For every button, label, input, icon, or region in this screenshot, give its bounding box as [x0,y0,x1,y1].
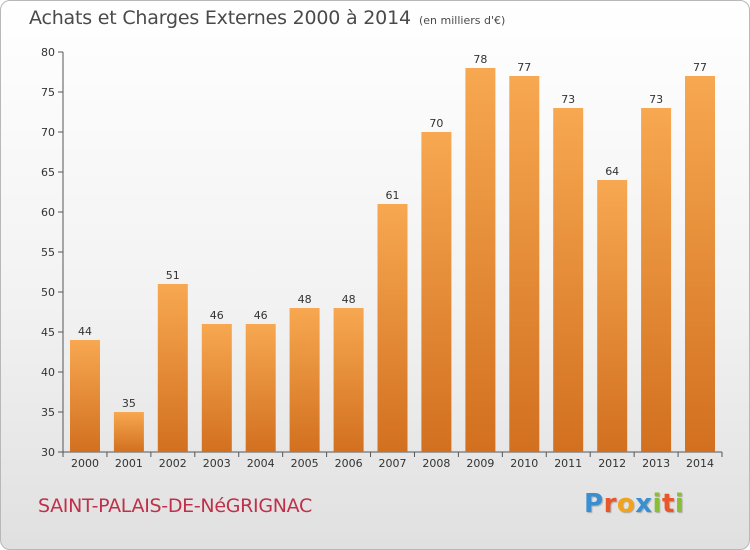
data-labels: 44 35 51 46 46 48 48 61 70 78 77 73 64 73 77 [78,53,707,410]
x-tick-label: 2014 [686,457,714,470]
logo-letter: o [616,489,636,519]
bar [421,132,452,452]
data-label: 48 [298,293,312,306]
y-tick-label: 65 [41,166,55,179]
bar [377,204,408,452]
data-label: 77 [517,61,531,74]
chart-subtitle: (en milliers d'€) [419,14,506,27]
x-tick-label: 2007 [379,457,407,470]
bar [641,108,672,452]
logo-letter: i [652,489,662,519]
bars [70,68,715,452]
proxiti-logo: Proxiti [584,489,684,519]
bar [509,76,540,452]
data-label: 51 [166,269,180,282]
data-label: 48 [342,293,356,306]
x-tick-label: 2012 [598,457,626,470]
x-tick-label: 2000 [71,457,99,470]
logo-letter: t [661,489,675,519]
bar [245,324,276,452]
y-tick-label: 30 [41,446,55,459]
x-tick-label: 2002 [159,457,187,470]
y-tick-label: 75 [41,86,55,99]
data-label: 70 [429,117,443,130]
x-tick-label: 2009 [466,457,494,470]
bar [333,308,364,452]
bar [597,180,628,452]
x-tick-label: 2004 [247,457,275,470]
data-label: 78 [473,53,487,66]
logo-letter: P [584,489,604,519]
bar [685,76,715,452]
data-label: 73 [649,93,663,106]
y-tick-label: 50 [41,286,55,299]
x-tick-label: 2011 [554,457,582,470]
x-tick-label: 2001 [115,457,143,470]
y-tick-label: 80 [41,46,55,59]
y-tick-label: 60 [41,206,55,219]
data-label: 61 [386,189,400,202]
x-tick-label: 2010 [510,457,538,470]
logo-letter: i [674,489,685,519]
y-tick-label: 40 [41,366,55,379]
x-tick-label: 2013 [642,457,670,470]
bar [553,108,584,452]
y-tick-label: 55 [41,246,55,259]
logo-letter: x [635,489,653,519]
y-tick-label: 45 [41,326,55,339]
data-label: 44 [78,325,92,338]
data-label: 64 [605,165,619,178]
x-tick-label: 2005 [291,457,319,470]
x-tick-label: 2008 [422,457,450,470]
data-label: 35 [122,397,136,410]
y-tick-label: 35 [41,406,55,419]
data-label: 46 [254,309,268,322]
bar [465,68,496,452]
commune-name: SAINT-PALAIS-DE-NéGRIGNAC [38,495,313,517]
data-label: 77 [693,61,707,74]
x-tick-label: 2003 [203,457,231,470]
bar [289,308,320,452]
logo-letter: r [603,489,617,519]
bar [157,284,188,452]
bar [70,340,100,452]
bar [201,324,232,452]
x-tick-label: 2006 [335,457,363,470]
chart-title: Achats et Charges Externes 2000 à 2014 [29,7,411,29]
y-tick-label: 70 [41,126,55,139]
data-label: 73 [561,93,575,106]
data-label: 46 [210,309,224,322]
bar [113,412,144,452]
